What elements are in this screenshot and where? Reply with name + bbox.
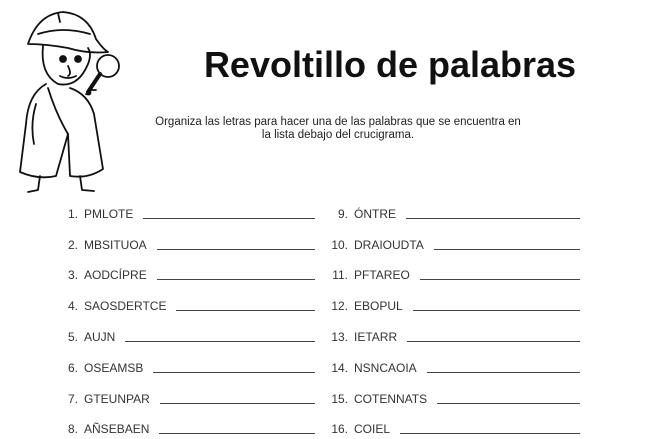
answer-line[interactable] — [143, 217, 315, 219]
left-word-column: 1. PMLOTE 2. MBSITUOA 3. AODCÍPRE 4. SAOSDER… — [68, 190, 315, 436]
answer-line[interactable] — [407, 340, 580, 342]
scrambled-word: AODCÍPRE — [84, 268, 147, 283]
word-item: 6. OSEAMSB — [68, 344, 315, 375]
answer-line[interactable] — [125, 340, 315, 342]
answer-line[interactable] — [156, 248, 315, 250]
scrambled-word: COIEL — [354, 422, 391, 437]
scrambled-word: SAOSDERTCE — [84, 299, 167, 314]
scrambled-word: OSEAMSB — [84, 360, 144, 375]
item-number: 16. — [331, 422, 348, 437]
item-number: 13. — [331, 329, 348, 344]
item-number: 15. — [331, 391, 348, 406]
item-number: 6. — [68, 360, 79, 375]
item-number: 4. — [68, 299, 79, 314]
word-item: 1. PMLOTE — [68, 190, 315, 221]
scrambled-word: AÑSEBAEN — [84, 422, 150, 437]
instructions: Organiza las letras para hacer una de la… — [155, 116, 521, 141]
answer-line[interactable] — [426, 371, 580, 373]
right-word-column: 9. ÓNTRE 10. DRAIOUDTA 11. PFTAREO 12. EBOPU… — [326, 190, 580, 436]
scrambled-word: AUJN — [84, 329, 116, 344]
scrambled-word: GTEUNPAR — [84, 391, 150, 406]
word-item: 12. EBOPUL — [326, 282, 580, 313]
answer-line[interactable] — [159, 402, 315, 404]
word-item: 11. PFTAREO — [326, 252, 580, 283]
word-item: 16. COIEL — [326, 406, 580, 437]
scrambled-word: EBOPUL — [354, 299, 403, 314]
word-item: 15. COTENNATS — [326, 375, 580, 406]
scrambled-word: MBSITUOA — [84, 237, 147, 252]
page-title: Revoltillo de palabras — [203, 44, 577, 85]
answer-line[interactable] — [159, 433, 315, 435]
answer-line[interactable] — [419, 279, 580, 281]
item-number: 11. — [332, 268, 348, 283]
item-number: 12. — [331, 299, 348, 314]
word-item: 8. AÑSEBAEN — [68, 406, 315, 437]
word-item: 5. AUJN — [68, 313, 315, 344]
word-item: 3. AODCÍPRE — [68, 252, 315, 283]
answer-line[interactable] — [156, 279, 315, 281]
item-number: 8. — [68, 422, 79, 437]
answer-line[interactable] — [437, 402, 580, 404]
answer-line[interactable] — [412, 310, 580, 312]
detective-illustration — [19, 11, 120, 193]
answer-line[interactable] — [406, 217, 580, 219]
item-number: 1. — [68, 206, 79, 221]
word-item: 7. GTEUNPAR — [68, 375, 315, 406]
scrambled-word: ÓNTRE — [354, 206, 396, 221]
word-item: 2. MBSITUOA — [68, 221, 315, 252]
word-item: 13. IETARR — [326, 313, 580, 344]
item-number: 10. — [331, 237, 348, 252]
word-item: 14. NSNCAOIA — [326, 344, 580, 375]
scrambled-word: PFTAREO — [354, 268, 410, 283]
item-number: 3. — [68, 268, 79, 283]
word-item: 4. SAOSDERTCE — [68, 282, 315, 313]
item-number: 14. — [331, 360, 348, 375]
item-number: 7. — [68, 391, 79, 406]
answer-line[interactable] — [433, 248, 580, 250]
item-number: 9. — [337, 206, 348, 221]
item-number: 5. — [68, 329, 79, 344]
answer-line[interactable] — [176, 310, 315, 312]
item-number: 2. — [68, 237, 79, 252]
scrambled-word: IETARR — [354, 329, 398, 344]
word-item: 9. ÓNTRE — [326, 190, 580, 221]
scrambled-word: NSNCAOIA — [354, 360, 417, 375]
scrambled-word: COTENNATS — [354, 391, 428, 406]
answer-line[interactable] — [400, 433, 580, 435]
word-item: 10. DRAIOUDTA — [326, 221, 580, 252]
scrambled-word: DRAIOUDTA — [354, 237, 424, 252]
scrambled-word: PMLOTE — [84, 206, 134, 221]
answer-line[interactable] — [153, 371, 315, 373]
